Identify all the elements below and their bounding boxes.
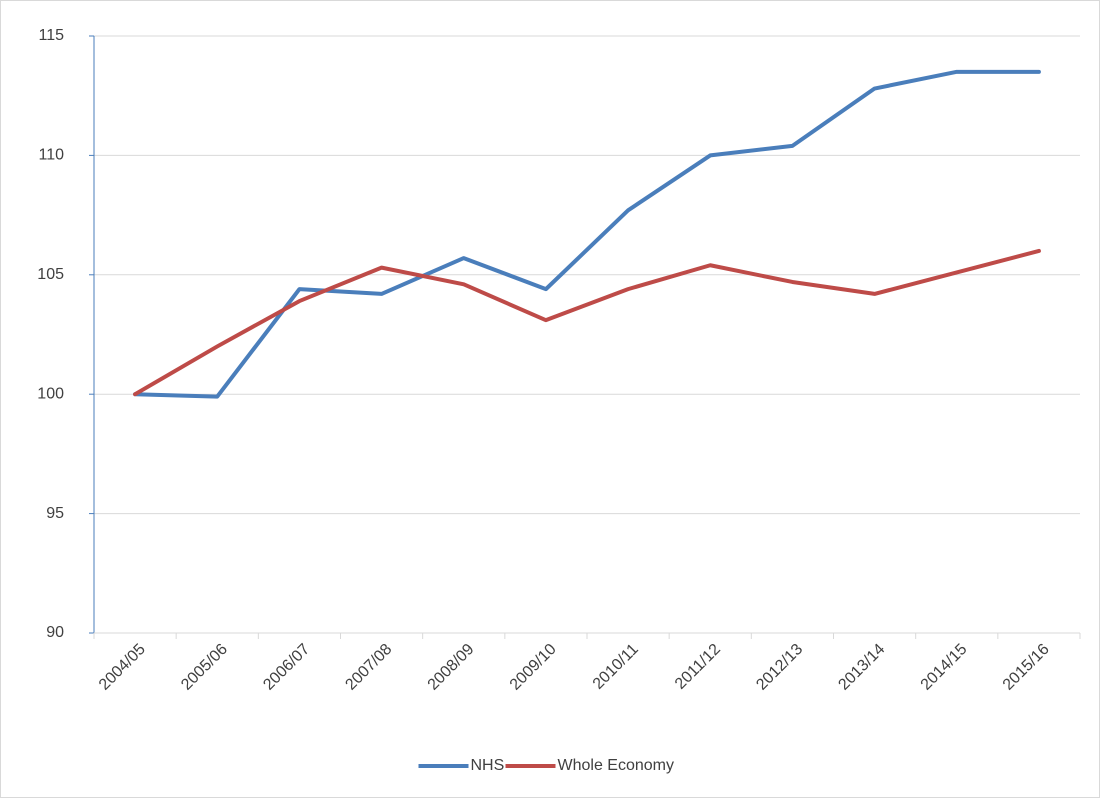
y-tick-label: 115: [38, 27, 64, 44]
y-tick-label: 110: [38, 147, 64, 164]
y-tick-label: 90: [46, 624, 64, 641]
y-tick-label: 95: [46, 505, 64, 522]
y-tick-label: 105: [37, 266, 64, 283]
legend-label: NHS: [471, 757, 505, 774]
legend-label: Whole Economy: [558, 757, 675, 774]
y-tick-label: 100: [37, 385, 64, 402]
line-series: [133, 248, 1041, 397]
